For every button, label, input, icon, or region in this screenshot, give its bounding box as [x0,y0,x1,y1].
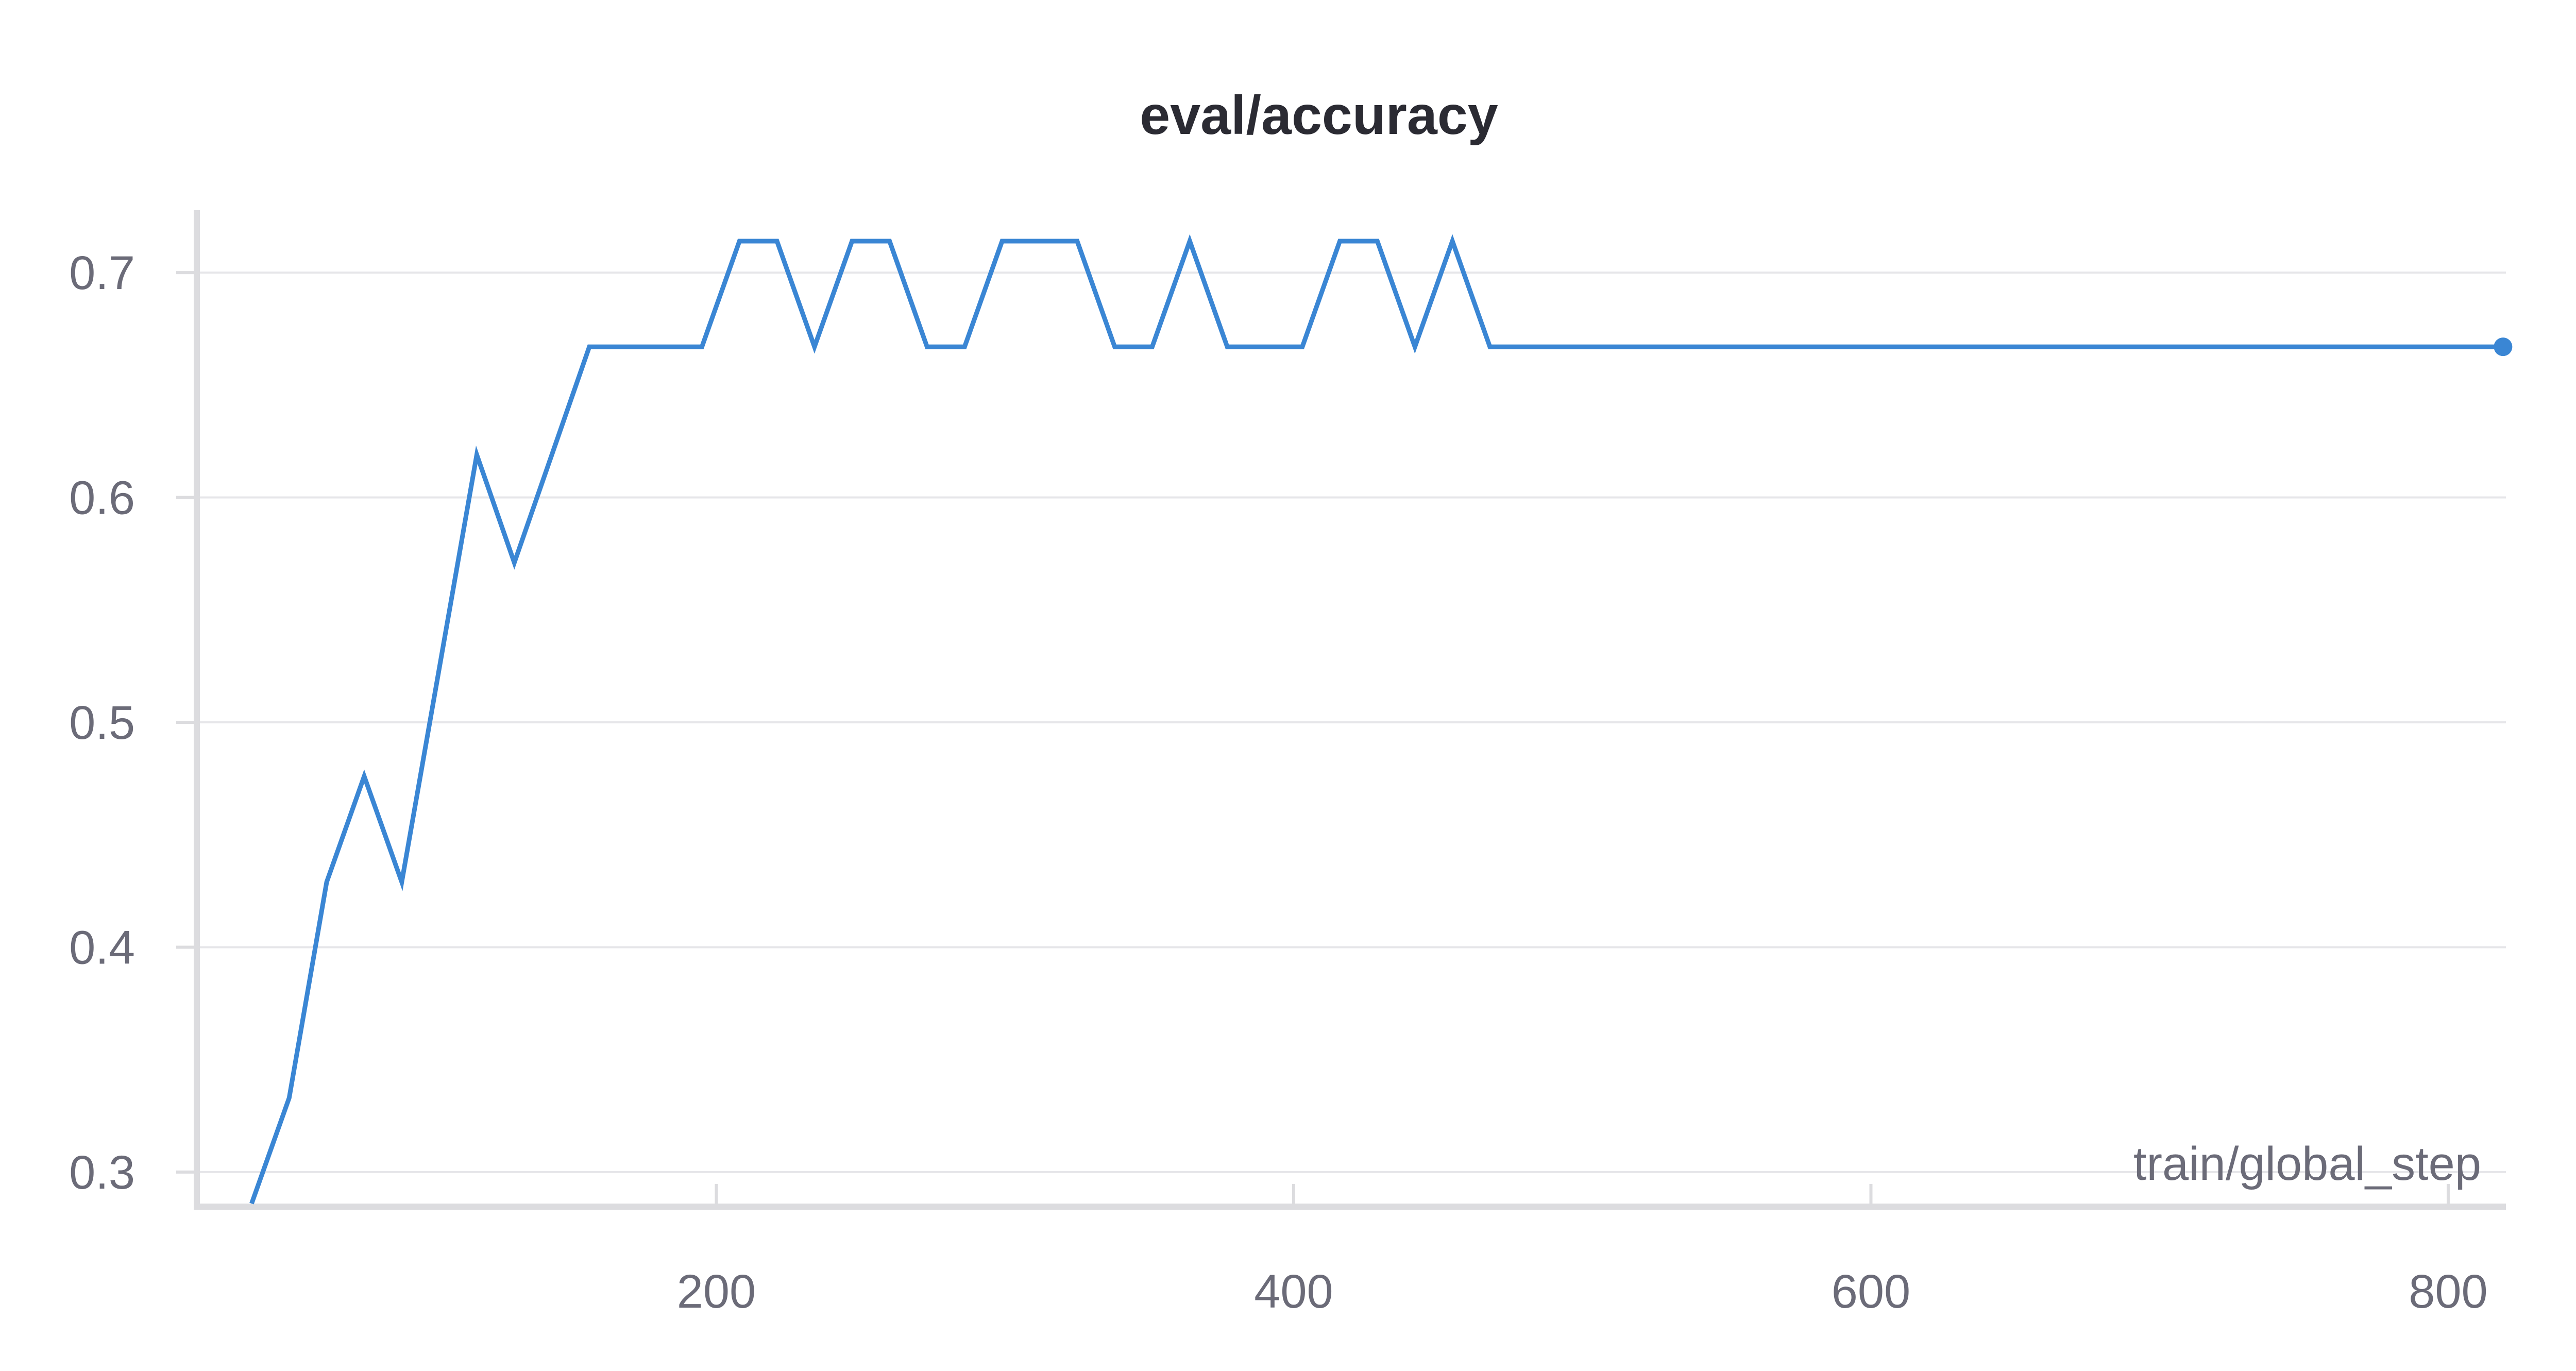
x-tick-label: 400 [1254,1265,1333,1318]
y-tick-label: 0.3 [69,1146,135,1199]
y-tick-label: 0.5 [69,697,135,749]
grid [197,272,2506,1173]
axes [194,210,2506,1210]
y-tick-label: 0.7 [69,247,135,299]
series-end-point [2494,337,2513,357]
x-tick-label: 600 [1832,1265,1911,1318]
x-axis-label: train/global_step [2133,1138,2481,1190]
y-tick-label: 0.4 [69,921,135,974]
series-line [249,234,2503,1205]
y-axis-ticks: 0.3 0.4 0.5 0.6 0.7 [69,247,197,1199]
series [249,234,2513,1205]
x-axis-ticks: 200 400 600 800 [677,1184,2488,1318]
x-tick-label: 200 [677,1265,756,1318]
chart-title: eval/accuracy [1140,85,1498,146]
x-tick-label: 800 [2409,1265,2488,1318]
y-tick-label: 0.6 [69,472,135,524]
